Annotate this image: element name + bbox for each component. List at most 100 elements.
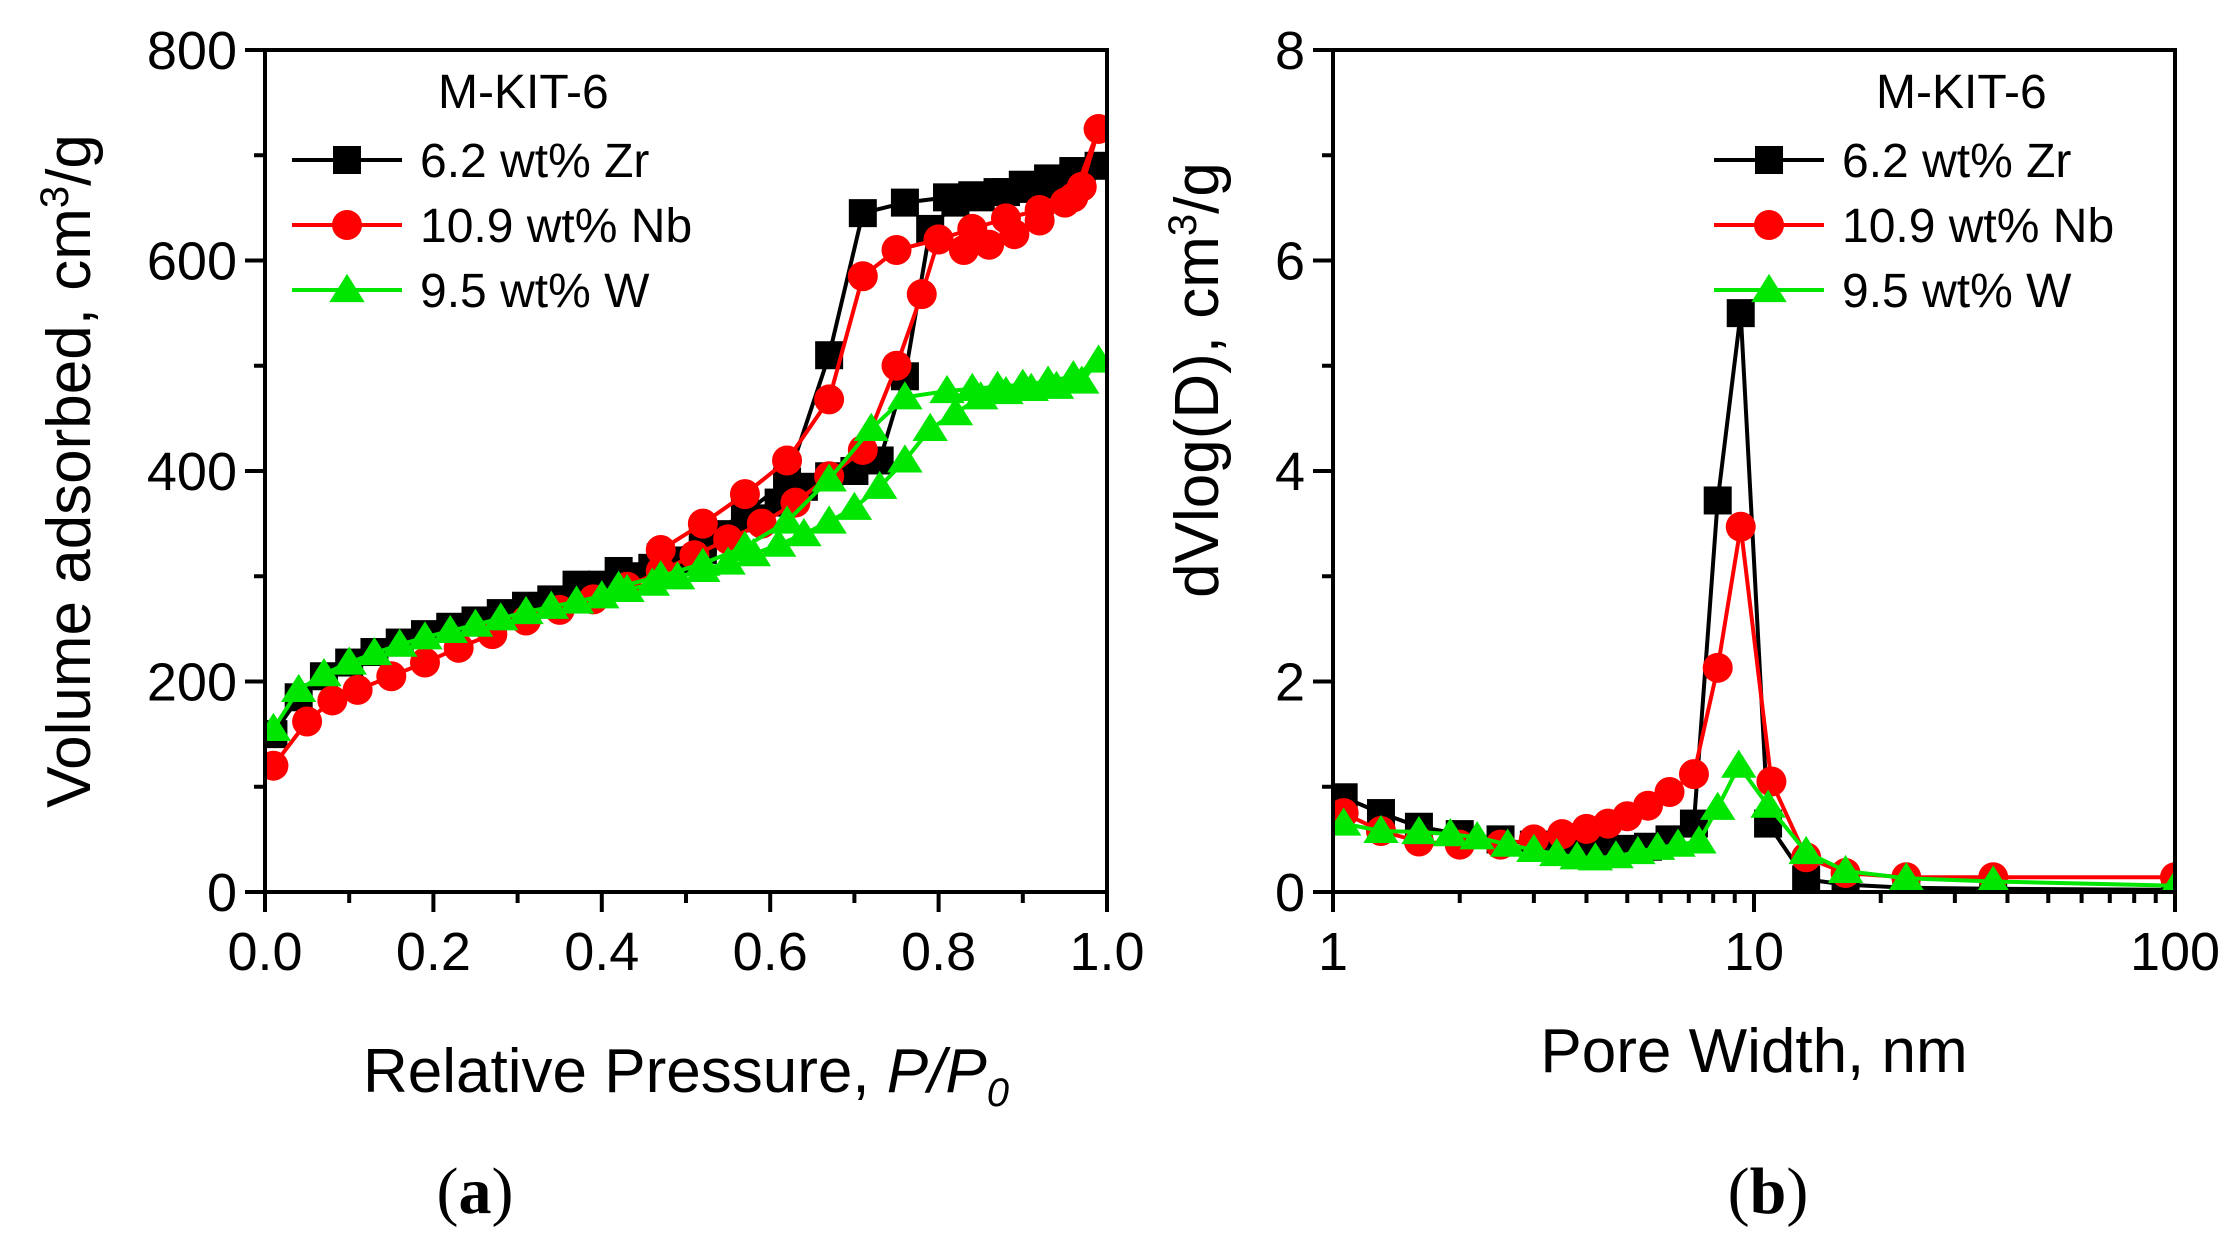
a-series-1-point — [957, 213, 988, 244]
a-series-2-point — [853, 412, 889, 441]
b-series-2-point — [1363, 814, 1399, 844]
a-series-2-point — [811, 463, 847, 492]
a-series-1-point — [814, 384, 845, 415]
a-series-1-point — [265, 750, 289, 781]
a-series-2-point — [769, 505, 805, 534]
b-series-2-point — [1700, 791, 1736, 820]
b-x-tick-label: 10 — [1724, 922, 1784, 982]
b-y-tick-label: 4 — [1275, 442, 1305, 502]
panel-b-series — [1333, 299, 2175, 892]
a-series-2-point — [685, 547, 721, 576]
b-series-2-point — [2160, 869, 2175, 892]
b-series-2-point — [1539, 838, 1575, 867]
panel-b-x-axis-label: Pore Width, nm — [1540, 1017, 1967, 1086]
panel-a-plot-frame — [263, 48, 1109, 894]
b-series-2-point — [1888, 862, 1924, 891]
a-series-2-point — [929, 374, 965, 404]
a-series-2-point — [710, 546, 746, 575]
a-series-2-point — [937, 397, 974, 426]
a-series-0-point — [1008, 170, 1037, 199]
panel-b-ticks: 1 10 100 0 2 4 6 8 — [1275, 21, 2220, 982]
a-series-2 — [265, 344, 1107, 741]
a-series-2-point — [382, 628, 418, 657]
a-series-2-point — [643, 560, 679, 589]
a-y-tick-label: 200 — [147, 653, 237, 713]
a-series-1-point — [906, 279, 937, 310]
b-series-2-point — [1432, 818, 1469, 847]
a-series-2-point — [912, 412, 948, 441]
panel-a-ticks: 0.0 0.2 0.4 0.6 0.8 1.0 0 200 400 600 800 — [147, 21, 1145, 982]
a-series-1-point — [990, 203, 1021, 234]
a-series-2-point — [331, 646, 367, 675]
a-x-tick-label: 0.4 — [564, 922, 639, 982]
a-y-tick-label: 600 — [147, 232, 237, 292]
a-series-2-point — [786, 518, 822, 547]
b-legend-label-0: 6.2 wt% Zr — [1842, 135, 2071, 188]
a-series-2-point — [280, 673, 317, 702]
panel-a-y-axis-label: Volume adsorbed, cm3/g — [33, 134, 104, 808]
b-y-tick-label: 2 — [1275, 653, 1305, 713]
a-series-0-point — [890, 188, 919, 217]
a-series-1-point — [645, 534, 676, 565]
b-series-1-point — [1756, 766, 1787, 797]
b-series-2-point — [1516, 833, 1552, 862]
a-y-tick-label: 400 — [147, 442, 237, 502]
a-series-1-point — [847, 434, 878, 465]
a-x-tick-label: 0.2 — [396, 922, 471, 982]
b-y-tick-label: 0 — [1275, 863, 1305, 923]
b-series-2-point — [1401, 815, 1437, 845]
a-series-0-point — [983, 178, 1012, 207]
a-series-0-point — [958, 181, 987, 210]
panel-a-chart: 0.0 0.2 0.4 0.6 0.8 1.0 0 200 400 600 800 Relative… — [33, 21, 1145, 1228]
a-series-2-point — [1055, 360, 1092, 389]
panel-b-caption: (b) — [1728, 1155, 1809, 1228]
a-series-2-point — [600, 570, 637, 599]
b-series-2-point — [1681, 825, 1717, 854]
b-x-tick-label: 1 — [1318, 922, 1348, 982]
a-series-2-point — [760, 528, 797, 557]
a-series-0-point — [1034, 164, 1063, 193]
a-x-tick-label: 0.6 — [733, 922, 808, 982]
b-series-2-point — [1333, 807, 1362, 836]
a-legend-marker-1 — [332, 210, 362, 240]
a-y-tick-label: 800 — [147, 21, 237, 81]
a-series-1-point — [881, 350, 912, 381]
b-series-2-point — [1750, 789, 1786, 818]
panel-a-x-axis-label: Relative Pressure, P/P0 — [363, 1037, 1009, 1115]
b-series-0-point — [1726, 299, 1755, 328]
a-series-1-point — [923, 224, 954, 255]
b-legend-label-1: 10.9 wt% Nb — [1842, 200, 2114, 253]
b-series-2-point — [1788, 835, 1824, 865]
b-series-2-point — [1489, 828, 1526, 857]
a-series-1-point — [409, 647, 440, 678]
a-series-2-point — [306, 658, 342, 687]
b-series-0-line — [1342, 311, 2175, 892]
a-legend-label-0: 6.2 wt% Zr — [420, 135, 649, 188]
b-legend-label-2: 9.5 wt% W — [1842, 265, 2072, 318]
b-series-1-point — [1702, 652, 1733, 683]
a-series-1-point — [376, 661, 407, 692]
a-y-tick-label: 0 — [207, 863, 237, 923]
a-x-tick-label: 1.0 — [1069, 922, 1144, 982]
a-series-2-point — [836, 491, 873, 520]
b-series-0-point — [1703, 486, 1732, 515]
b-legend-marker-2 — [1751, 273, 1787, 303]
a-series-2-point — [1030, 365, 1066, 394]
a-series-2-point — [1080, 344, 1107, 373]
panel-a-series — [265, 113, 1107, 781]
panel-b-legend: M-KIT-6 6.2 wt% Zr 10.9 wt% Nb 9.5 wt% W — [1714, 66, 2114, 318]
a-series-1-point — [847, 261, 878, 292]
a-series-1-point — [687, 508, 718, 539]
a-series-0-point — [933, 183, 962, 212]
a-series-0-point — [848, 199, 877, 228]
b-series-1-point — [1654, 777, 1685, 808]
a-series-1-point — [317, 685, 348, 716]
b-legend-marker-0 — [1755, 146, 1783, 174]
b-series-2-point — [1459, 821, 1495, 850]
a-series-1-point — [1058, 182, 1089, 213]
a-series-2-point — [861, 470, 898, 499]
a-series-1-point — [1024, 194, 1055, 225]
a-series-2-point — [265, 712, 292, 741]
a-series-1-point — [729, 479, 760, 510]
